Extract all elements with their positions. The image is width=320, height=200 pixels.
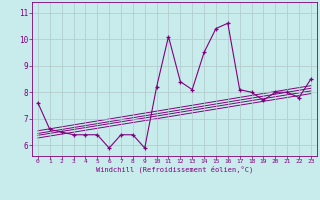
X-axis label: Windchill (Refroidissement éolien,°C): Windchill (Refroidissement éolien,°C) <box>96 166 253 173</box>
